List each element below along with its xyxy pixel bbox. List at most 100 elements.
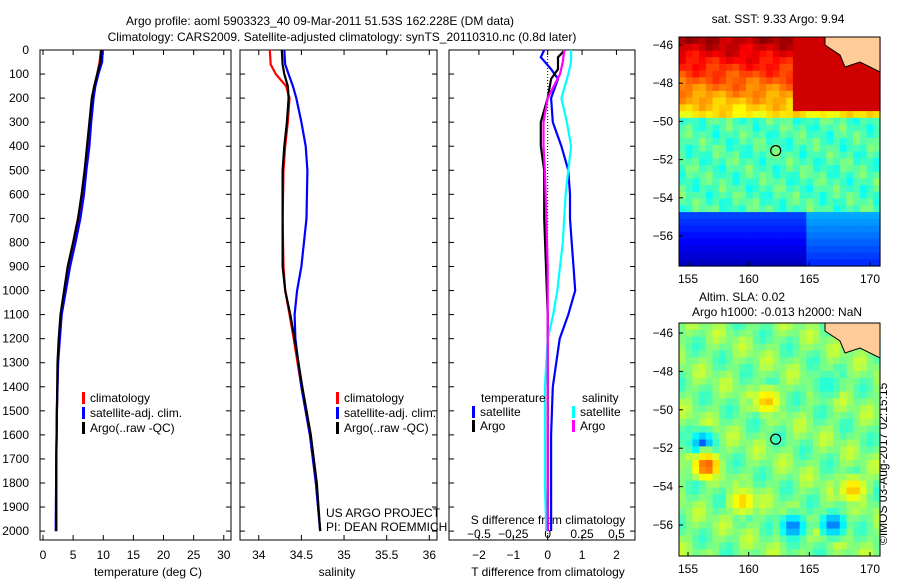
map-cell <box>705 549 714 557</box>
depth-tick-label: 0 <box>22 43 29 57</box>
map-cell <box>692 218 700 227</box>
map-cell <box>846 178 854 186</box>
map-cell <box>826 371 834 379</box>
map-cell <box>699 391 707 399</box>
map-cell <box>705 371 714 379</box>
map-cell <box>799 171 807 179</box>
map-cell <box>826 218 834 227</box>
map-cell <box>705 535 714 543</box>
map-cell <box>792 245 801 254</box>
map-cell <box>692 508 700 516</box>
map-cell <box>833 84 841 92</box>
map-cell <box>732 405 740 413</box>
map-cell <box>739 535 747 543</box>
map-cell <box>813 259 821 267</box>
map-cell <box>772 104 781 112</box>
map-cell <box>813 371 821 379</box>
map-cell <box>766 158 774 166</box>
map-cell <box>679 405 687 413</box>
map-cell <box>719 418 727 427</box>
map-cell <box>839 398 848 406</box>
map-cell <box>725 473 734 482</box>
map-cell <box>699 212 707 220</box>
map-cell <box>792 384 801 393</box>
map-cell <box>859 151 868 159</box>
map-cell <box>833 460 841 468</box>
map-cell <box>853 77 861 85</box>
map-cell <box>792 239 801 247</box>
map-cell <box>826 171 834 179</box>
map-cell <box>719 212 727 220</box>
map-cell <box>806 90 814 99</box>
map-cell <box>806 138 814 146</box>
map-cell <box>779 535 787 543</box>
map-cell <box>746 405 754 413</box>
x-tick-label: 5 <box>70 548 77 562</box>
map-cell <box>826 178 834 186</box>
map-cell <box>813 218 821 227</box>
map-cell <box>699 198 707 206</box>
map-cell <box>746 151 754 159</box>
map-cell <box>786 473 794 482</box>
map-cell <box>732 158 740 166</box>
map-cell <box>846 97 854 105</box>
map-cell <box>752 542 760 550</box>
map-cell <box>732 232 740 240</box>
map-cell <box>866 212 874 220</box>
map-cell <box>806 171 814 179</box>
map-cell <box>806 239 814 247</box>
map-cell <box>779 398 787 406</box>
map-cell <box>752 205 760 213</box>
map-cell <box>719 70 727 78</box>
map-cell <box>752 460 760 468</box>
map-cell <box>786 453 794 461</box>
map-cell <box>799 398 807 406</box>
map-cell <box>873 357 881 365</box>
map-cell <box>692 131 700 139</box>
map-cell <box>873 446 881 454</box>
map-cell <box>759 138 767 146</box>
map-cell <box>839 165 848 173</box>
map-cell <box>866 144 874 153</box>
map-cell <box>699 232 707 240</box>
map-cell <box>866 364 874 372</box>
map-cell <box>685 232 693 240</box>
map-cell <box>766 418 774 427</box>
map-cell <box>719 259 727 267</box>
map-cell <box>759 542 767 550</box>
map-cell <box>859 185 868 193</box>
map-cell <box>699 218 707 227</box>
map-cell <box>719 84 727 92</box>
map-cell <box>826 63 834 72</box>
map-cell <box>752 480 760 489</box>
map-cell <box>712 178 720 186</box>
map-cell <box>853 432 861 441</box>
map-cell <box>725 178 734 186</box>
map-cell <box>705 252 714 260</box>
map-cell <box>839 232 848 240</box>
map-cell <box>685 528 693 537</box>
map-cell <box>859 405 868 413</box>
map-cell <box>739 549 747 557</box>
map-cell <box>792 185 801 193</box>
map-cell <box>719 432 727 441</box>
map-cell <box>732 336 740 345</box>
map-cell <box>766 252 774 260</box>
map-cell <box>859 384 868 393</box>
map-cell <box>806 259 814 267</box>
map-cell <box>705 460 714 468</box>
map-cell <box>833 508 841 516</box>
map-cell <box>853 218 861 227</box>
map-cell <box>759 232 767 240</box>
map-cell <box>692 371 700 379</box>
map-cell <box>732 104 740 112</box>
map-cell <box>786 446 794 454</box>
legend-label: satellite-adj. clim. <box>344 406 436 420</box>
map-cell <box>826 50 834 58</box>
map-cell <box>786 144 794 153</box>
map-cell <box>739 329 747 338</box>
map-cell <box>786 329 794 338</box>
map-cell <box>859 514 868 523</box>
map-cell <box>725 205 734 213</box>
map-cell <box>772 405 781 413</box>
